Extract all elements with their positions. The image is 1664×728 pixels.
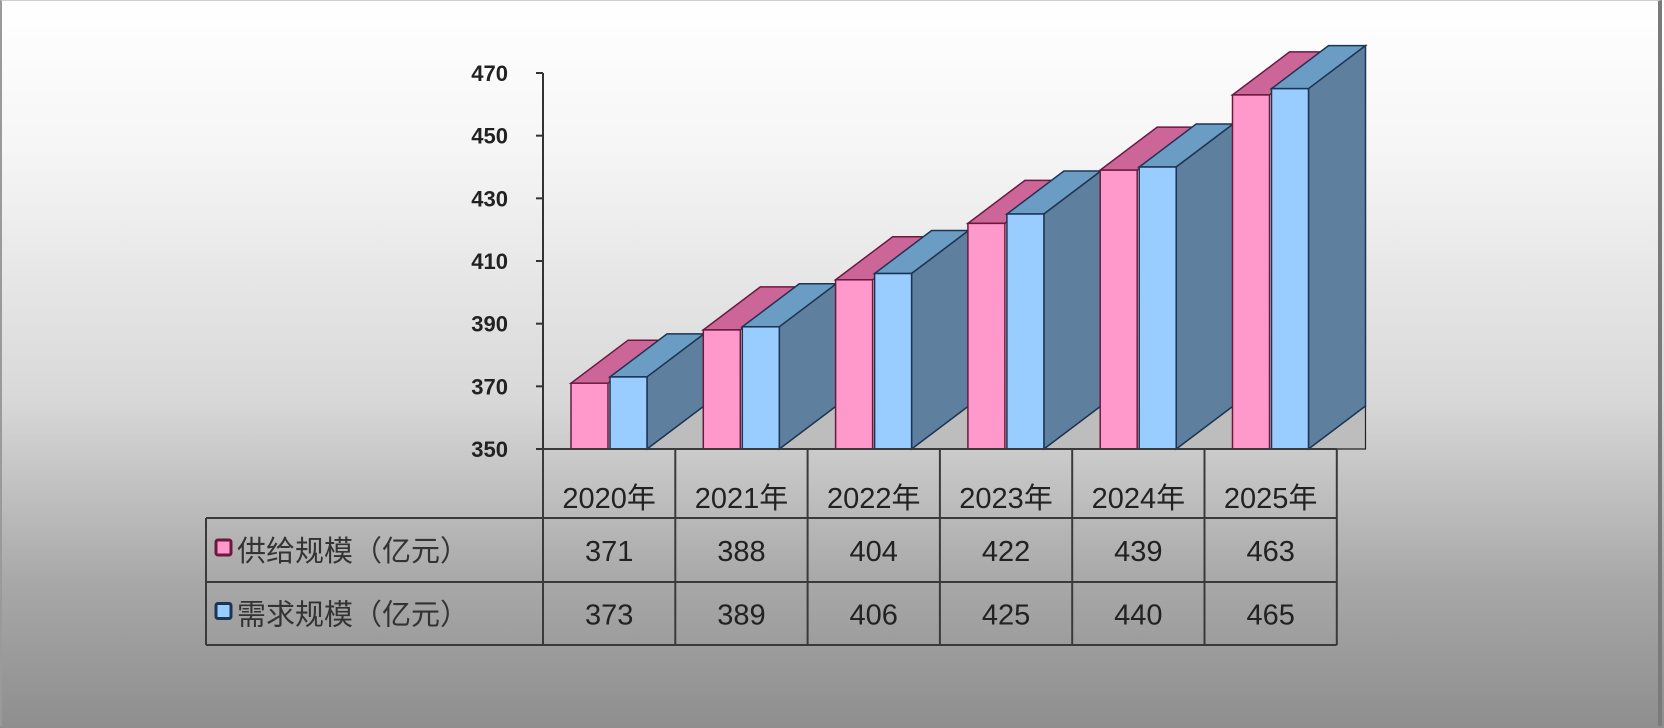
bars-layer — [568, 44, 1368, 451]
data-cell: 406 — [850, 600, 898, 632]
bar-group-2022年 — [833, 229, 971, 451]
demand-bar — [1138, 166, 1177, 450]
supply-bar — [834, 279, 874, 450]
series-label: 需求规模（亿元） — [237, 598, 469, 632]
demand-bar — [1006, 213, 1045, 450]
supply-bar — [1099, 169, 1138, 450]
data-cell: 440 — [1114, 600, 1162, 632]
demand-bar — [741, 326, 781, 450]
bar-side-face — [1043, 169, 1102, 451]
series-label: 供给规模（亿元） — [237, 534, 469, 568]
supply-bar — [702, 329, 742, 450]
supply-legend-swatch — [214, 538, 233, 557]
supply-bar — [1231, 94, 1271, 450]
demand-bar — [609, 376, 648, 450]
data-cell: 373 — [585, 600, 633, 632]
y-tick-label: 450 — [471, 124, 508, 149]
category-label: 2023年 — [959, 482, 1053, 515]
data-cell: 371 — [585, 536, 633, 568]
category-label: 2020年 — [562, 482, 656, 515]
demand-bar — [873, 272, 913, 450]
category-label: 2024年 — [1092, 482, 1186, 515]
bar-group-2025年 — [1230, 44, 1368, 451]
demand-bar — [1270, 87, 1310, 450]
y-tick-label: 410 — [471, 249, 508, 274]
y-tick-label: 470 — [471, 61, 508, 86]
y-tick-label: 370 — [471, 374, 508, 399]
y-axis: 350 370 390 410 430 450 470 — [471, 61, 544, 462]
data-cell: 388 — [717, 536, 765, 568]
data-cell: 465 — [1246, 600, 1294, 632]
category-label: 2022年 — [827, 482, 921, 515]
supply-bar — [570, 382, 609, 450]
data-cell: 425 — [982, 600, 1030, 632]
category-label: 2025年 — [1224, 482, 1318, 515]
bar-group-2023年 — [965, 169, 1104, 451]
data-cell: 389 — [717, 600, 765, 632]
data-cell: 404 — [850, 536, 898, 568]
data-cell: 422 — [982, 536, 1030, 568]
bar-group-2021年 — [701, 282, 839, 451]
y-tick-label: 430 — [471, 186, 508, 211]
bar-side-face — [1175, 122, 1234, 451]
data-cell: 463 — [1246, 536, 1294, 568]
supply-bar — [967, 222, 1006, 450]
bar-group-2020年 — [568, 332, 707, 451]
y-tick-label: 390 — [471, 312, 508, 337]
y-tick-label: 350 — [471, 437, 508, 462]
bar-side-face — [1307, 44, 1367, 451]
category-label: 2021年 — [695, 482, 789, 515]
bar-group-2024年 — [1097, 122, 1236, 451]
data-cell: 439 — [1114, 536, 1162, 568]
demand-legend-swatch — [214, 602, 233, 620]
